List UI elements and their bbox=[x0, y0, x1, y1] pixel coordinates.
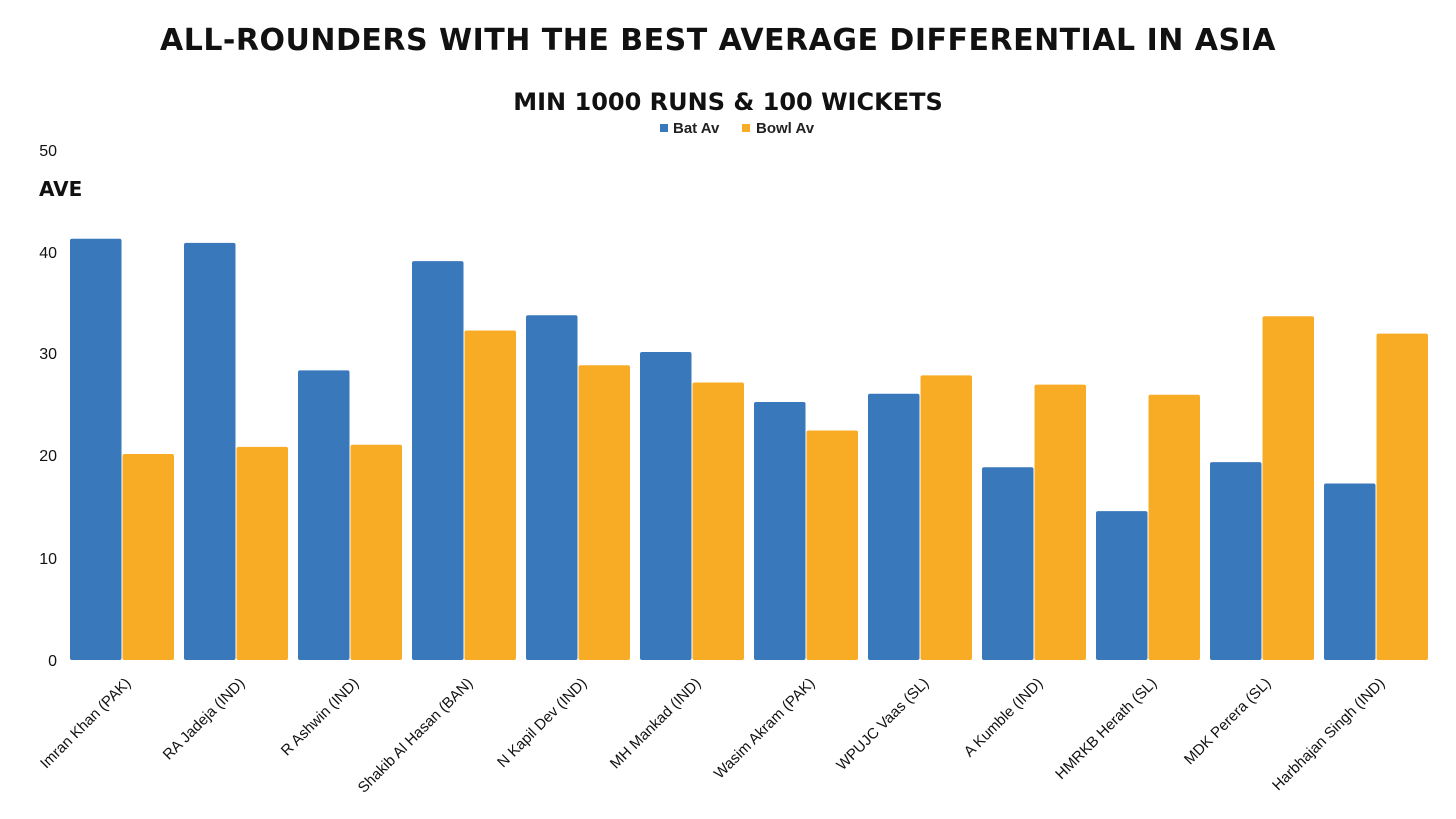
legend-label-bowl-av: Bowl Av bbox=[756, 120, 815, 137]
bar-bat-av-harbhajan-singh-ind bbox=[1324, 483, 1376, 660]
y-axis-ticks: 0 10 20 30 40 50 bbox=[39, 143, 57, 670]
bar-bat-av-wpujc-vaas-sl bbox=[868, 393, 920, 660]
bar-bat-av-shakib-al-hasan-ban bbox=[412, 261, 464, 660]
bar-bowl-av-harbhajan-singh-ind bbox=[1376, 333, 1428, 660]
bar-bowl-av-wpujc-vaas-sl bbox=[920, 375, 972, 660]
y-tick-label: 50 bbox=[39, 143, 57, 160]
x-axis-labels: Imran Khan (PAK) RA Jadeja (IND) R Ashwin … bbox=[37, 675, 1388, 797]
bar-bat-av-ra-jadeja-ind bbox=[184, 242, 236, 660]
x-tick-label: MH Mankad (IND) bbox=[607, 675, 704, 772]
bar-bat-av-wasim-akram-pak bbox=[754, 401, 806, 660]
bar-bowl-av-shakib-al-hasan-ban bbox=[464, 330, 516, 660]
legend-swatch-bowl-av bbox=[742, 124, 750, 132]
bar-bowl-av-n-kapil-dev-ind bbox=[578, 365, 630, 660]
legend-swatch-bat-av bbox=[660, 124, 668, 132]
bar-bowl-av-wasim-akram-pak bbox=[806, 430, 858, 660]
bar-bowl-av-ra-jadeja-ind bbox=[236, 446, 288, 660]
bar-bowl-av-mdk-perera-sl bbox=[1262, 316, 1314, 660]
y-axis-label: AVE bbox=[39, 177, 82, 201]
y-tick-label: 30 bbox=[39, 346, 57, 363]
bar-bat-av-hmrkb-herath-sl bbox=[1096, 511, 1148, 660]
y-tick-label: 10 bbox=[39, 551, 57, 568]
bar-bat-av-mh-mankad-ind bbox=[640, 351, 692, 660]
x-tick-label: Wasim Akram (PAK) bbox=[711, 675, 818, 782]
x-tick-label: WPUJC Vaas (SL) bbox=[833, 675, 932, 774]
x-tick-label: R Ashwin (IND) bbox=[278, 675, 363, 760]
bars-group bbox=[70, 238, 1428, 661]
bar-bat-av-imran-khan-pak bbox=[70, 238, 122, 661]
bar-bat-av-n-kapil-dev-ind bbox=[526, 315, 578, 660]
bar-bowl-av-hmrkb-herath-sl bbox=[1148, 394, 1200, 660]
chart-title: ALL-ROUNDERS WITH THE BEST AVERAGE DIFFE… bbox=[160, 23, 1276, 58]
legend-label-bat-av: Bat Av bbox=[673, 120, 720, 137]
bar-bat-av-mdk-perera-sl bbox=[1210, 462, 1262, 660]
y-tick-label: 20 bbox=[39, 448, 57, 465]
x-tick-label: A Kumble (IND) bbox=[961, 675, 1047, 761]
bar-bowl-av-a-kumble-ind bbox=[1034, 384, 1086, 660]
x-tick-label: N Kapil Dev (IND) bbox=[494, 675, 590, 771]
bar-bat-av-a-kumble-ind bbox=[982, 467, 1034, 660]
bar-bowl-av-imran-khan-pak bbox=[122, 453, 174, 660]
bar-bowl-av-r-ashwin-ind bbox=[350, 444, 402, 660]
y-tick-label: 0 bbox=[48, 653, 57, 670]
legend: Bat Av Bowl Av bbox=[660, 120, 815, 137]
chart-subtitle: MIN 1000 RUNS & 100 WICKETS bbox=[513, 88, 943, 116]
y-tick-label: 40 bbox=[39, 245, 57, 262]
bar-bat-av-r-ashwin-ind bbox=[298, 370, 350, 660]
x-tick-label: MDK Perera (SL) bbox=[1181, 675, 1274, 768]
x-tick-label: Shakib Al Hasan (BAN) bbox=[355, 675, 477, 797]
bar-bowl-av-mh-mankad-ind bbox=[692, 382, 744, 660]
x-tick-label: Imran Khan (PAK) bbox=[37, 675, 134, 772]
x-tick-label: HMRKB Herath (SL) bbox=[1052, 675, 1160, 783]
x-tick-label: Harbhajan Singh (IND) bbox=[1269, 675, 1388, 794]
x-tick-label: RA Jadeja (IND) bbox=[160, 675, 249, 764]
